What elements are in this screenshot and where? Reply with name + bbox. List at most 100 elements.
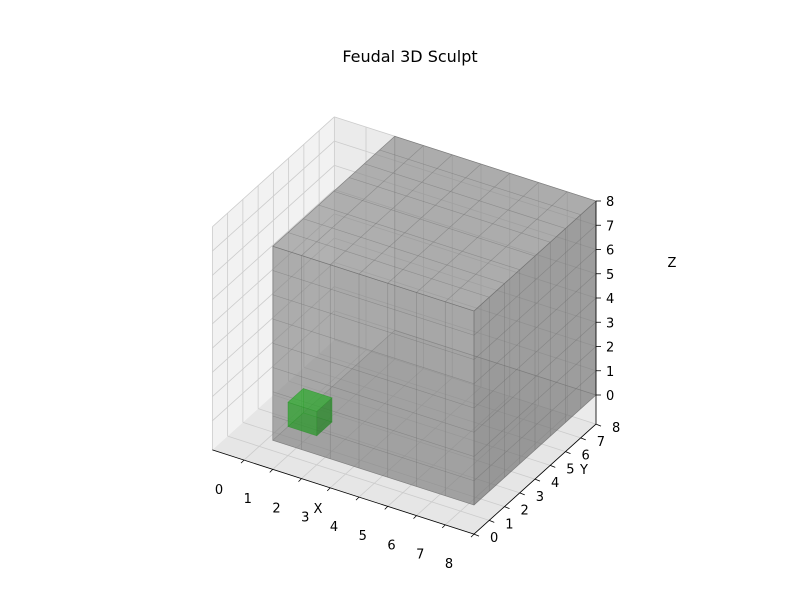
- voxel-edge: [272, 270, 475, 336]
- voxel-edge: [473, 225, 597, 336]
- x-tick-mark: [326, 487, 331, 492]
- z-tick-label: 8: [606, 195, 614, 210]
- voxel-edge: [303, 218, 505, 284]
- voxel-edge: [473, 249, 597, 360]
- y-tick-label: 5: [566, 462, 574, 477]
- green-voxel-front-face: [287, 401, 318, 437]
- x-axis-label: X: [314, 502, 323, 517]
- grid-line: [334, 213, 597, 299]
- y-tick-mark: [489, 519, 495, 523]
- y-tick-label: 4: [551, 476, 559, 491]
- z-tick-label: 3: [606, 316, 614, 331]
- y-tick-mark: [534, 478, 541, 482]
- z-tick-label: 7: [606, 219, 614, 234]
- y-tick-mark: [504, 506, 510, 509]
- voxel-edge: [348, 177, 551, 243]
- y-tick-mark: [550, 464, 556, 468]
- x-tick-label: 1: [244, 492, 252, 507]
- voxel-edge: [318, 204, 520, 271]
- voxel-edge: [272, 245, 475, 312]
- voxel-layer: [272, 135, 597, 506]
- green-voxel-back-face: [302, 388, 333, 423]
- y-tick-label: 0: [490, 531, 498, 546]
- axis-lines: [212, 201, 597, 535]
- voxel-edge: [473, 394, 597, 506]
- green-voxel-top-face: [287, 388, 333, 412]
- y-tick-label: 2: [521, 504, 529, 519]
- z-tick-label: 6: [606, 244, 614, 259]
- x-axis-line: [212, 449, 475, 535]
- x-tick-label: 0: [215, 483, 223, 498]
- voxel-edge: [473, 200, 597, 312]
- y-tick-mark: [519, 492, 525, 496]
- solid-block: [272, 135, 597, 506]
- z-tick-label: 5: [606, 268, 614, 283]
- voxel-edge: [473, 322, 597, 433]
- green-voxel-right-face: [316, 397, 333, 437]
- z-tick-label: 1: [606, 365, 614, 380]
- grid-line: [212, 213, 335, 325]
- x-tick-mark: [298, 478, 302, 482]
- green-voxel: [287, 387, 333, 437]
- voxel-edge: [473, 346, 597, 457]
- grid-line: [212, 189, 335, 300]
- grid-line: [212, 116, 335, 228]
- x-tick-mark: [413, 515, 417, 519]
- x-tick-label: 4: [330, 520, 338, 535]
- x-tick-label: 3: [301, 511, 309, 526]
- y-tick-mark: [595, 423, 602, 427]
- y-tick-label: 6: [582, 449, 590, 464]
- y-axis-label: Y: [579, 463, 588, 478]
- grid-line: [334, 164, 597, 250]
- y-tick-label: 8: [612, 421, 620, 436]
- grid-line: [334, 189, 597, 275]
- voxel-edge: [287, 232, 490, 298]
- x-tick-label: 6: [387, 538, 395, 553]
- grid-line: [334, 261, 597, 347]
- voxel-edge: [272, 294, 475, 360]
- y-tick-mark: [473, 533, 480, 537]
- voxel-edge: [364, 163, 566, 229]
- grid-line: [227, 435, 490, 521]
- x-tick-label: 8: [445, 557, 453, 572]
- voxel-edge: [272, 342, 475, 409]
- y-axis-line: [473, 423, 597, 535]
- x-tick-mark: [355, 496, 360, 501]
- voxel-edge: [473, 370, 597, 481]
- grid-line: [334, 286, 597, 372]
- x-tick-mark: [384, 506, 389, 510]
- z-tick-label: 0: [606, 389, 614, 404]
- grid-line: [334, 140, 597, 226]
- voxel-edge: [473, 273, 597, 384]
- voxel-edge: [394, 135, 597, 202]
- z-tick-label: 4: [606, 292, 614, 307]
- z-axis-label: Z: [668, 256, 677, 271]
- x-tick-mark: [269, 469, 274, 473]
- x-tick-mark: [240, 459, 245, 464]
- y-tick-mark: [565, 451, 571, 454]
- y-tick-label: 7: [597, 435, 605, 450]
- y-tick-label: 1: [505, 517, 513, 532]
- x-tick-label: 5: [359, 529, 367, 544]
- x-tick-mark: [441, 524, 446, 529]
- voxel-edge: [379, 149, 581, 216]
- grid-line: [212, 165, 335, 276]
- grid-line: [334, 310, 597, 396]
- voxel-edge: [272, 318, 475, 385]
- y-tick-mark: [580, 437, 586, 441]
- z-tick-label: 2: [606, 341, 614, 356]
- x-tick-mark: [470, 533, 475, 538]
- grid-line: [444, 414, 568, 526]
- chart-title: Feudal 3D Sculpt: [342, 47, 478, 66]
- voxel-edge: [272, 367, 475, 433]
- x-tick-label: 2: [272, 501, 280, 516]
- x-tick-label: 7: [416, 548, 424, 563]
- grid-line: [416, 405, 539, 516]
- grid-line: [212, 140, 335, 252]
- voxel-edge: [473, 297, 597, 409]
- voxel-edge: [272, 391, 475, 457]
- y-tick-label: 3: [536, 490, 544, 505]
- green-voxel-bottom-face: [287, 412, 333, 437]
- voxel-edge: [272, 439, 475, 506]
